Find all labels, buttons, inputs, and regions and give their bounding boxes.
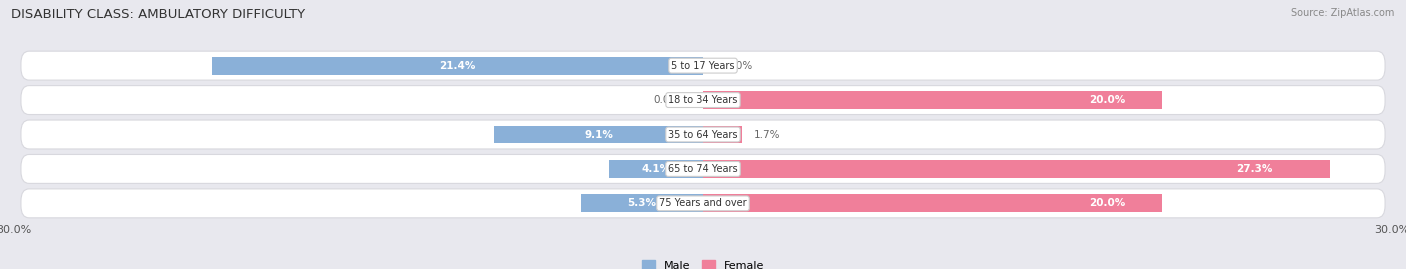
Text: Source: ZipAtlas.com: Source: ZipAtlas.com bbox=[1291, 8, 1395, 18]
Bar bbox=[609, 160, 703, 178]
Text: 75 Years and over: 75 Years and over bbox=[659, 198, 747, 208]
Bar bbox=[494, 126, 703, 143]
Text: 0.0%: 0.0% bbox=[654, 95, 681, 105]
Bar bbox=[703, 160, 1330, 178]
Text: 20.0%: 20.0% bbox=[1090, 95, 1125, 105]
Legend: Male, Female: Male, Female bbox=[637, 256, 769, 269]
Text: 20.0%: 20.0% bbox=[1090, 198, 1125, 208]
Text: 5.3%: 5.3% bbox=[627, 198, 657, 208]
Text: 4.1%: 4.1% bbox=[641, 164, 671, 174]
Bar bbox=[581, 194, 703, 212]
Text: 1.7%: 1.7% bbox=[754, 129, 780, 140]
FancyBboxPatch shape bbox=[21, 189, 1385, 218]
Text: 21.4%: 21.4% bbox=[439, 61, 475, 71]
Bar bbox=[703, 91, 1163, 109]
Text: 18 to 34 Years: 18 to 34 Years bbox=[668, 95, 738, 105]
Text: 9.1%: 9.1% bbox=[583, 129, 613, 140]
FancyBboxPatch shape bbox=[21, 51, 1385, 80]
Text: 0.0%: 0.0% bbox=[725, 61, 752, 71]
Text: 35 to 64 Years: 35 to 64 Years bbox=[668, 129, 738, 140]
Bar bbox=[211, 57, 703, 75]
Text: 65 to 74 Years: 65 to 74 Years bbox=[668, 164, 738, 174]
Text: 27.3%: 27.3% bbox=[1236, 164, 1272, 174]
FancyBboxPatch shape bbox=[21, 86, 1385, 115]
Text: DISABILITY CLASS: AMBULATORY DIFFICULTY: DISABILITY CLASS: AMBULATORY DIFFICULTY bbox=[11, 8, 305, 21]
FancyBboxPatch shape bbox=[21, 120, 1385, 149]
Bar bbox=[703, 194, 1163, 212]
Text: 5 to 17 Years: 5 to 17 Years bbox=[671, 61, 735, 71]
FancyBboxPatch shape bbox=[21, 154, 1385, 183]
Bar bbox=[703, 126, 742, 143]
